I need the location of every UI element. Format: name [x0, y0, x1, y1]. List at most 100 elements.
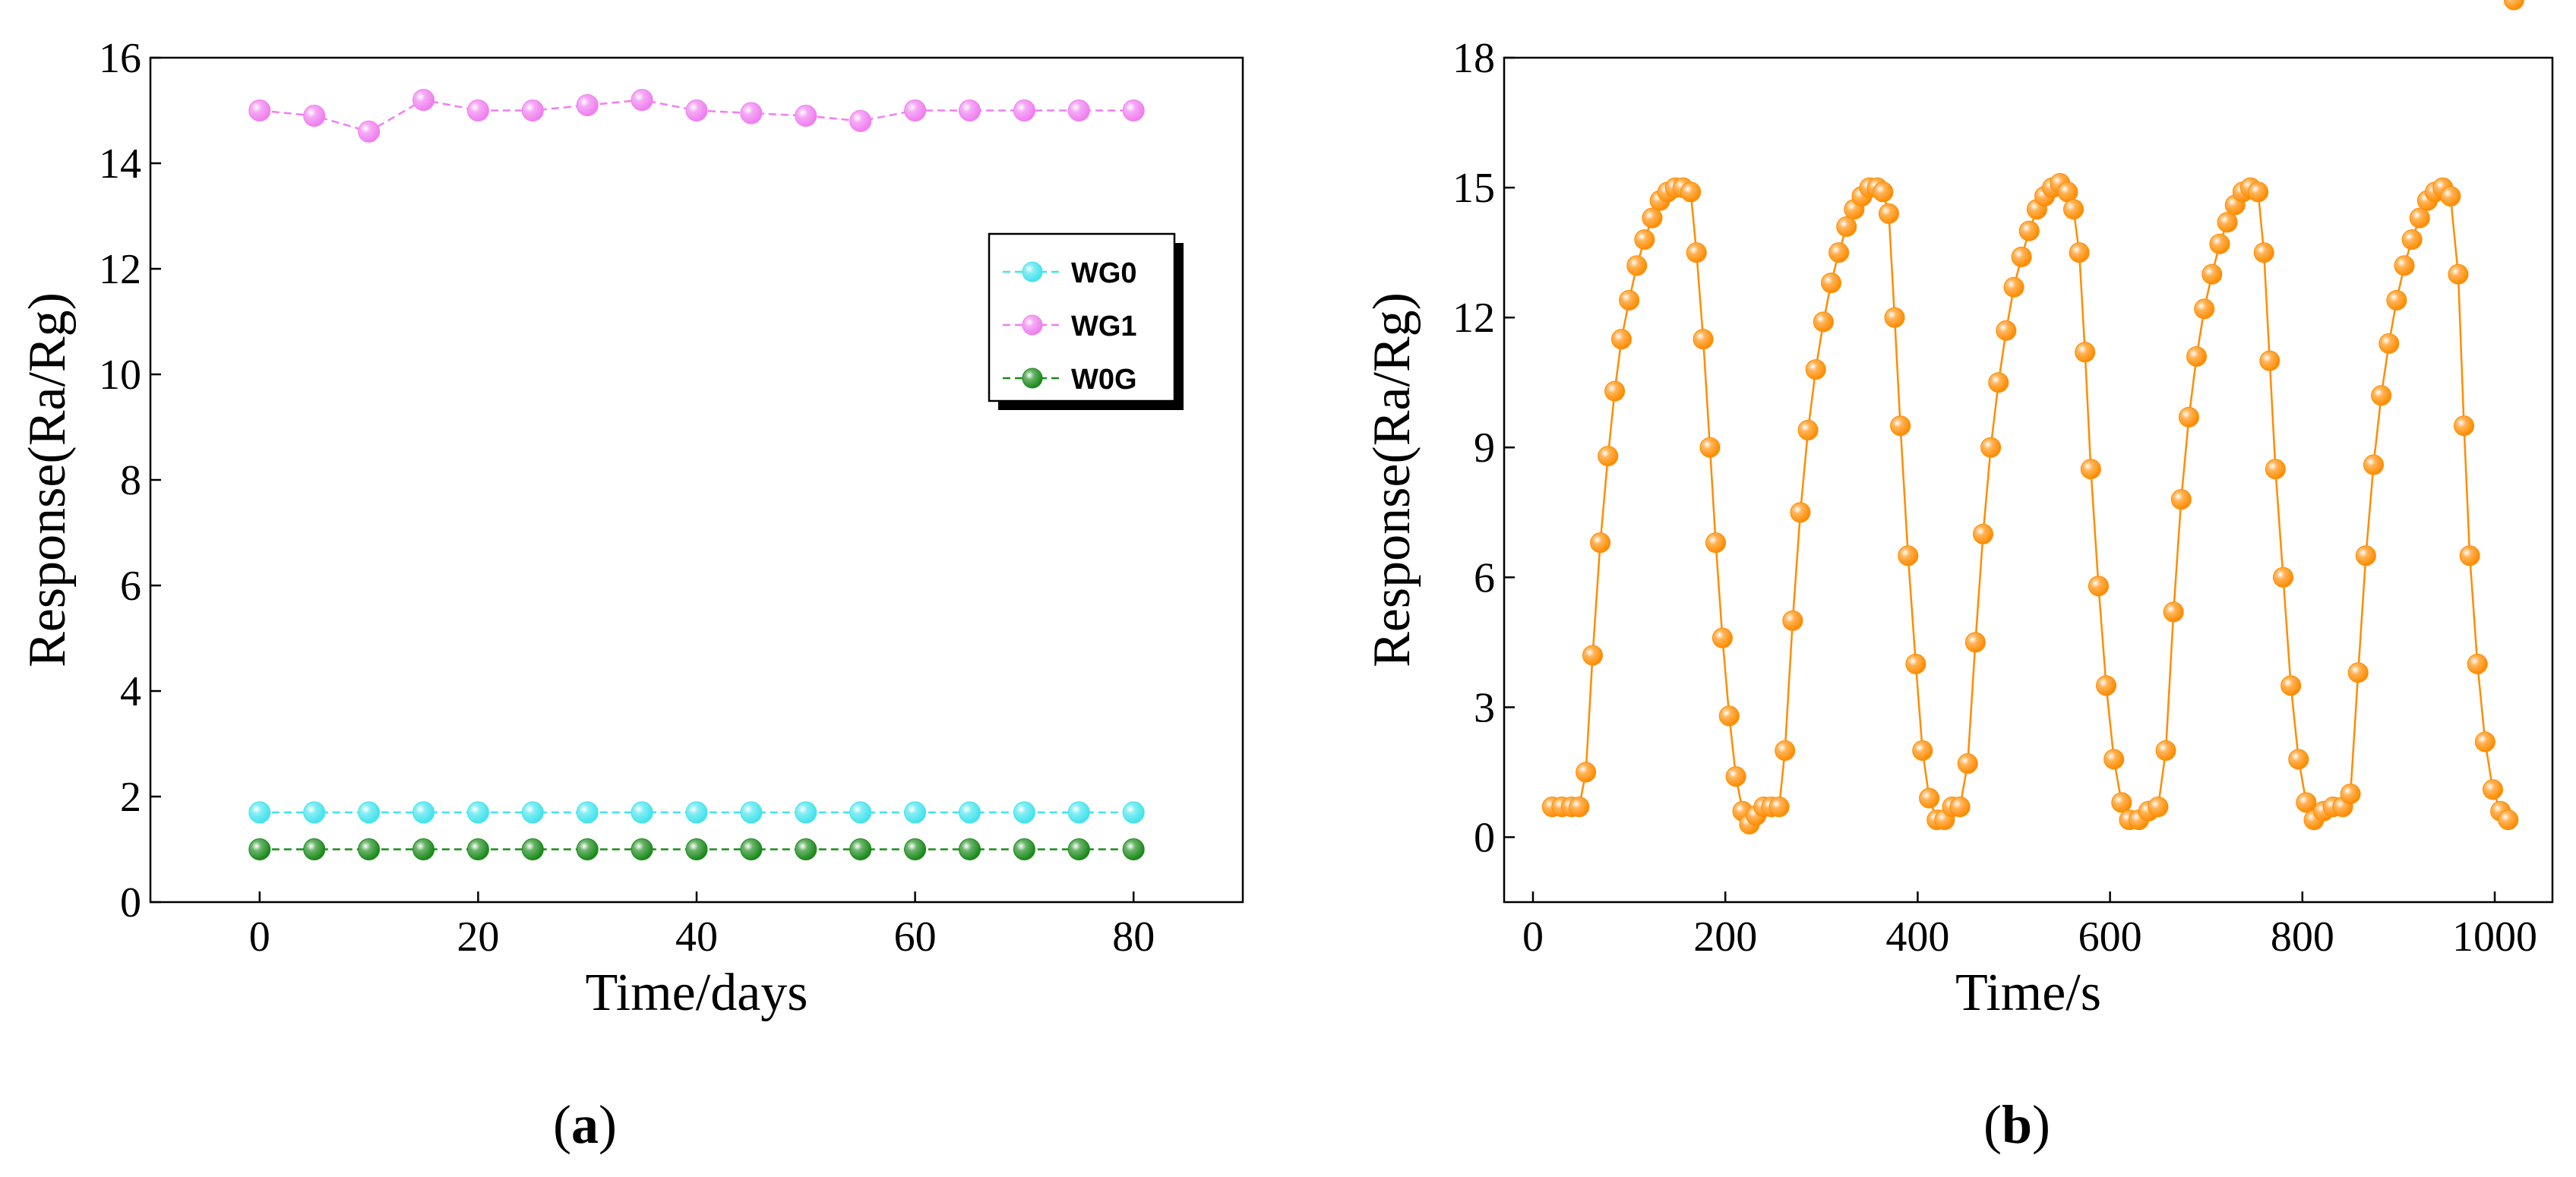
chart-b-data-point: [2394, 255, 2415, 276]
chart-a-data-point: [740, 801, 763, 824]
chart-b-data-point: [2503, 0, 2524, 11]
chart-b-data-point: [2280, 675, 2302, 696]
chart-b-data-point: [2018, 220, 2040, 241]
chart-b-axes: 0 200 400 600 800 1000 0 3 6 9 12 15 18: [1452, 35, 2554, 961]
chart-b-caption-close-paren: ): [2032, 1094, 2050, 1155]
chart-b-data-point: [1619, 289, 1640, 311]
chart-a-data-point: [685, 838, 708, 860]
chart-a-data-point: [959, 838, 981, 860]
chart-b-data-point: [2194, 298, 2215, 320]
chart-a-x-tick-label: 20: [457, 914, 499, 961]
chart-b-data-point: [1828, 242, 1850, 263]
chart-b-data-point: [1912, 740, 1933, 761]
chart-b-data-point: [1782, 610, 1803, 631]
chart-b-x-tick-label: 0: [1522, 914, 1544, 961]
chart-a-data-point: [358, 801, 381, 824]
chart-b-data-point: [2096, 675, 2117, 696]
chart-b-y-tick-label: 18: [1452, 35, 1495, 82]
chart-a-data-point: [631, 801, 653, 824]
chart-b-data-point: [1634, 229, 1655, 251]
chart-a-y-tick-label: 0: [120, 879, 141, 926]
chart-b-data-point: [2347, 662, 2369, 683]
chart-b-y-tick-label: 12: [1452, 295, 1495, 342]
chart-a-legend-marker: [1022, 261, 1043, 282]
chart-a-data-point: [1013, 99, 1035, 121]
chart-b-data-point: [2178, 406, 2199, 428]
chart-b-y-tick-label: 6: [1474, 554, 1495, 601]
chart-a-data-point: [904, 99, 927, 121]
chart-b-data-point: [2409, 207, 2430, 229]
chart-a-x-tick-label: 60: [894, 914, 937, 961]
chart-a-data-point: [904, 801, 927, 824]
chart-b-x-axis-title: Time/s: [1955, 964, 2101, 1022]
chart-a-y-tick-label: 2: [120, 774, 141, 821]
chart-b-data-point: [1712, 627, 1733, 648]
chart-a-data-point: [795, 838, 817, 860]
chart-a-data-point: [412, 838, 435, 860]
chart-b-data-point: [1582, 645, 1603, 666]
chart-a-y-tick-label: 14: [99, 140, 141, 188]
chart-b-data-point: [1725, 766, 1746, 787]
chart-b-data-point: [1988, 372, 2009, 393]
chart-b: 0 200 400 600 800 1000 0 3 6 9 12 15 18 Time/s Respo…: [1363, 0, 2554, 1155]
chart-b-data-point: [1836, 216, 1857, 237]
chart-a-data-point: [466, 838, 489, 860]
chart-a-data-point: [1067, 801, 1090, 824]
chart-b-data-point: [1699, 437, 1721, 458]
chart-a-legend-box: [988, 232, 1176, 402]
chart-b-data-point: [2209, 233, 2230, 254]
chart-b-plot-frame: [1503, 56, 2554, 904]
chart-b-data-point: [2088, 576, 2109, 597]
chart-a-data-point: [576, 838, 599, 860]
chart-a-data-point: [740, 838, 763, 860]
chart-a-data-point: [959, 801, 981, 824]
chart-b-data-point: [2371, 385, 2392, 406]
chart-b-data-point: [1996, 320, 2017, 341]
chart-b-data-point: [2296, 792, 2317, 813]
chart-b-caption-letter: b: [2002, 1094, 2032, 1155]
chart-a-caption: (a): [553, 1094, 617, 1155]
chart-b-data-point: [1919, 787, 1940, 809]
chart-a-data-point: [521, 99, 544, 121]
chart-b-data-point: [2253, 242, 2274, 263]
chart-b-data-point: [2003, 276, 2024, 298]
chart-a-data-point: [631, 838, 653, 860]
chart-b-data-point: [1598, 446, 1619, 467]
chart-b-data-point: [2459, 545, 2480, 566]
chart-b-data-point: [2448, 263, 2469, 285]
chart-b-y-tick-label: 3: [1474, 684, 1495, 731]
chart-b-x-tick-label: 200: [1693, 914, 1757, 961]
chart-b-data-point: [1873, 181, 1894, 203]
chart-b-data-point: [1905, 653, 1926, 674]
chart-b-data-point: [2011, 246, 2032, 267]
chart-a-data-point: [1013, 838, 1035, 860]
chart-b-data-point: [1576, 762, 1597, 783]
chart-a-data-point: [1122, 99, 1145, 121]
chart-a-data-point: [849, 109, 872, 132]
chart-a-data-point: [248, 99, 271, 121]
chart-a-data-point: [1067, 99, 1090, 121]
chart-a-y-tick-label: 8: [120, 457, 141, 504]
chart-a-x-axis-title: Time/days: [585, 964, 808, 1022]
chart-b-x-tick-label: 600: [2078, 914, 2142, 961]
chart-b-data-point: [2155, 740, 2176, 761]
chart-a: 0 20 40 60 80 0 2 4 6 8 10 12 14 16 WG0 WG1 W0G Time/da…: [18, 35, 1244, 1155]
chart-b-data-point: [1775, 740, 1796, 761]
chart-a-data-point: [303, 801, 326, 824]
chart-b-data-point: [2378, 333, 2400, 354]
chart-a-data-point: [521, 801, 544, 824]
chart-b-data-point: [2288, 749, 2309, 770]
chart-b-data-point: [2057, 181, 2078, 203]
chart-b-data-point: [1642, 207, 1663, 229]
chart-a-caption-close-paren: ): [599, 1094, 617, 1155]
chart-a-data-point: [248, 801, 271, 824]
chart-b-data-point: [2340, 783, 2361, 804]
chart-a-legend-label: WG0: [1071, 257, 1137, 289]
chart-a-legend: WG0 WG1 W0G: [988, 232, 1184, 410]
chart-b-data-point: [2148, 797, 2169, 818]
chart-a-y-tick-label: 16: [99, 35, 141, 82]
chart-a-data-point: [412, 89, 435, 112]
chart-a-data-point: [303, 838, 326, 860]
